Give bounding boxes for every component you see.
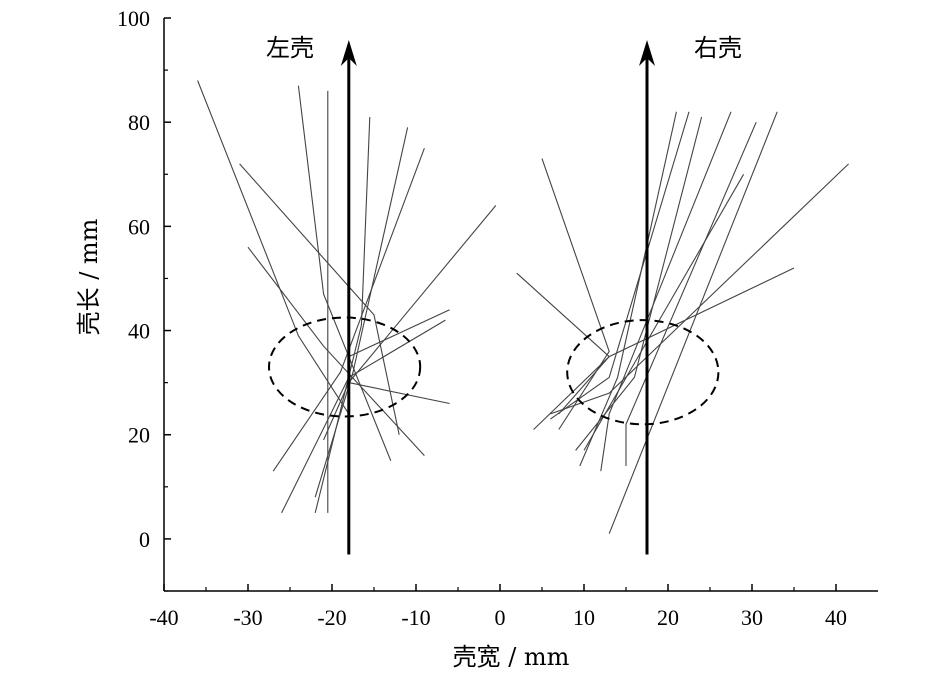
series-line-2 xyxy=(239,163,400,435)
arrow-layer xyxy=(340,40,655,555)
series-line-17 xyxy=(600,111,732,472)
x-tick-label: 10 xyxy=(573,605,595,630)
series-line-23 xyxy=(579,111,677,467)
series-line-13 xyxy=(541,158,610,430)
arrow-label-right-shell: 右壳 xyxy=(694,34,742,62)
series-line-19 xyxy=(583,174,745,451)
tick-layer: -40 -30 -20 -10 0 10 20 30 40 0 20 40 60 80 100 xyxy=(117,6,847,630)
x-tick-label: 40 xyxy=(825,605,847,630)
x-tick-label: 20 xyxy=(657,605,679,630)
series-line-4 xyxy=(297,85,392,462)
axes-layer xyxy=(163,18,878,592)
y-axis-title: 壳长 / mm xyxy=(75,218,103,335)
arrow-label-left-shell: 左壳 xyxy=(266,34,314,62)
dashed-ellipse-1 xyxy=(268,316,422,418)
series-line-10 xyxy=(281,319,446,514)
series-line-22 xyxy=(533,267,795,430)
y-tick-label: 100 xyxy=(117,6,150,31)
x-tick-label: -10 xyxy=(401,605,430,630)
y-tick-label: 20 xyxy=(128,423,150,448)
y-tick-label: 60 xyxy=(128,214,150,239)
series-line-12 xyxy=(348,382,450,405)
series-line-11 xyxy=(348,309,450,358)
series-line-16 xyxy=(575,116,703,451)
series-line-3 xyxy=(247,246,425,456)
y-tick-label: 0 xyxy=(139,527,150,552)
series-line-8 xyxy=(272,148,425,472)
series-line-20 xyxy=(608,111,778,534)
series-line-18 xyxy=(625,121,757,466)
arrow-head-2 xyxy=(639,40,655,67)
x-tick-label: -30 xyxy=(233,605,262,630)
ellipse-layer xyxy=(268,316,720,426)
series-line-21 xyxy=(550,163,849,415)
dashed-ellipse-2 xyxy=(566,319,720,426)
x-axis-title: 壳宽 / mm xyxy=(453,643,570,671)
x-tick-label: 30 xyxy=(741,605,763,630)
x-tick-label: -40 xyxy=(149,605,178,630)
x-tick-label: 0 xyxy=(495,605,506,630)
series-line-7 xyxy=(314,127,409,498)
series-line-6 xyxy=(314,116,371,514)
arrow-head-1 xyxy=(340,40,357,67)
series-layer xyxy=(197,80,849,534)
y-tick-label: 40 xyxy=(128,319,150,344)
series-line-1 xyxy=(197,80,350,415)
series-line-15 xyxy=(550,111,690,420)
series-line-14 xyxy=(516,272,610,415)
y-tick-label: 80 xyxy=(128,110,150,135)
x-tick-label: -20 xyxy=(317,605,346,630)
